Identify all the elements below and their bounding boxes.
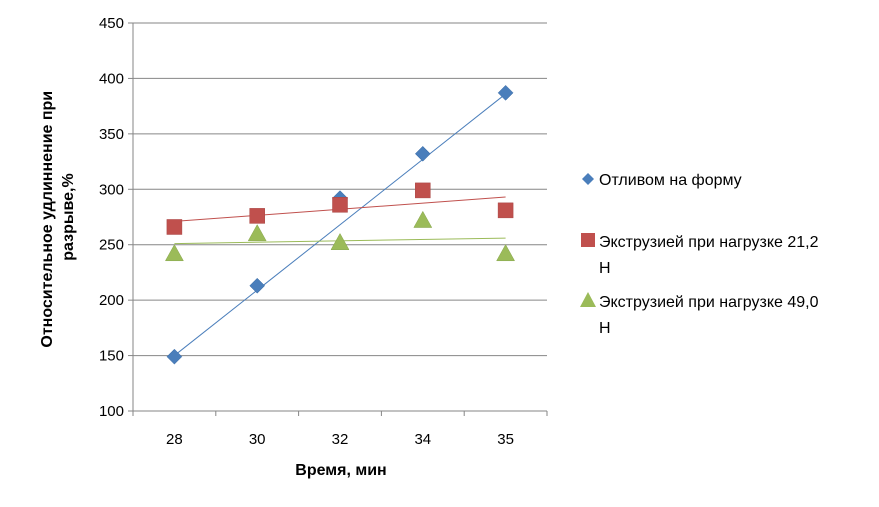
axes — [128, 22, 548, 416]
legend-label-line: Н — [599, 320, 611, 337]
data-point-series-3 — [496, 244, 516, 262]
y-tick-label: 300 — [99, 181, 124, 198]
legend-item-series-3: Экструзией при нагрузке 49,0 Н — [580, 292, 819, 337]
data-point-series-3 — [247, 224, 267, 242]
data-point-series-1 — [166, 348, 183, 365]
triangle-marker-icon — [580, 292, 596, 307]
data-point-series-3 — [413, 210, 433, 228]
y-axis-title-line-1: Относительное удлиннение при — [39, 91, 56, 348]
y-axis-title-line-2: разрыве,% — [60, 173, 77, 260]
data-point-series-2 — [497, 202, 514, 219]
diamond-marker-icon — [582, 173, 594, 185]
x-axis-title: Время, мин — [295, 462, 386, 479]
legend: Отливом на форму Экструзией при нагрузке … — [580, 172, 819, 337]
trendlines — [174, 93, 506, 356]
legend-label-line: Экструзией при нагрузке 21,2 — [599, 234, 819, 251]
data-point-series-2 — [415, 182, 431, 199]
data-point-series-3 — [330, 232, 350, 250]
x-tick-label: 34 — [414, 431, 431, 448]
square-marker-icon — [581, 233, 595, 247]
y-tick-label: 350 — [99, 126, 124, 143]
y-tick-label: 250 — [99, 237, 124, 254]
data-point-series-1 — [249, 277, 266, 294]
data-point-series-2 — [332, 197, 348, 213]
legend-label-line: Экструзией при нагрузке 49,0 — [599, 294, 819, 311]
data-point-series-2 — [249, 208, 265, 224]
data-point-series-3 — [164, 244, 184, 262]
data-markers — [164, 84, 516, 365]
legend-label-line: Н — [599, 260, 611, 277]
tick-labels: 100 150 200 250 300 350 400 450 28 30 32 34 35 — [99, 15, 514, 448]
trendline-series-1 — [174, 93, 506, 356]
x-tick-label: 32 — [332, 431, 349, 448]
data-point-series-1 — [497, 84, 514, 101]
gridlines — [133, 22, 547, 357]
y-tick-label: 100 — [99, 403, 124, 420]
y-tick-label: 200 — [99, 292, 124, 309]
y-tick-label: 400 — [99, 70, 124, 87]
data-point-series-2 — [166, 219, 183, 235]
legend-item-series-2: Экструзией при нагрузке 21,2 Н — [581, 233, 819, 277]
y-tick-label: 150 — [99, 348, 124, 365]
x-tick-label: 30 — [249, 431, 266, 448]
y-tick-label: 450 — [99, 15, 124, 32]
x-tick-label: 28 — [166, 431, 183, 448]
y-axis-title: Относительное удлиннение при разрыве,% — [39, 86, 77, 348]
x-tick-label: 35 — [497, 431, 514, 448]
legend-item-series-1: Отливом на форму — [582, 172, 742, 189]
svg-text:Относительное удлиннение при: Относительное удлиннение при разрыве,% — [39, 86, 77, 347]
data-point-series-1 — [414, 145, 431, 162]
legend-label-line: Отливом на форму — [599, 172, 742, 189]
